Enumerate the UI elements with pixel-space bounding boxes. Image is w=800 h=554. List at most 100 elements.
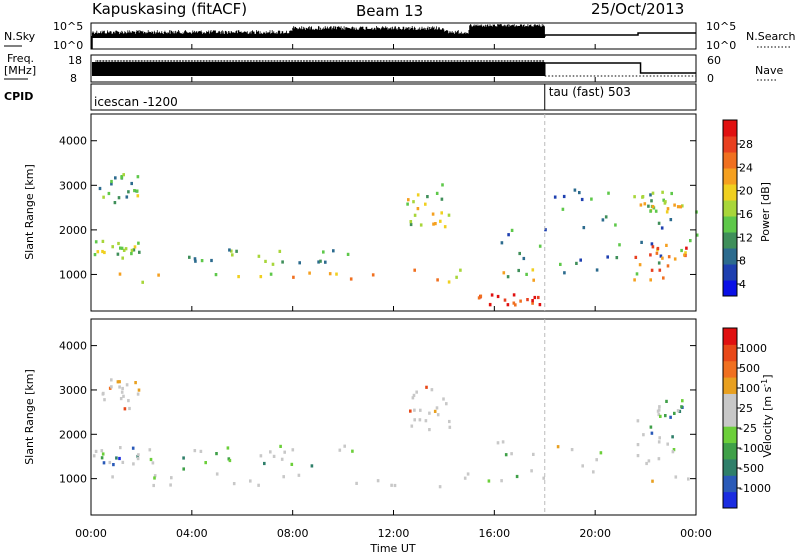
heatmap-cell [110,378,113,382]
x-tick-label: 12:00 [378,527,410,540]
heatmap-cell [310,464,314,468]
colorbar-tick-label: -500 [739,462,764,475]
heatmap-cell [657,440,661,444]
colorbar-tick-label: 28 [739,138,753,151]
colorbar-swatch [723,377,737,394]
heatmap-cell [544,228,547,232]
heatmap-cell [500,479,503,483]
heatmap-cell [114,176,117,180]
heatmap-cell [138,250,141,254]
colorbar-swatch [723,409,737,427]
noise-right-tick-top: 10^5 [706,20,736,33]
heatmap-cell [393,483,397,488]
heatmap-cell [115,456,118,460]
heatmap-cell [281,260,284,264]
heatmap-cell [661,190,664,194]
heatmap-cell [500,241,504,245]
heatmap-cell [214,273,218,277]
heatmap-cell [259,275,263,279]
heatmap-cell [658,268,662,272]
heatmap-cell [639,203,643,207]
heatmap-cell [649,425,653,429]
colorbar-tick-label: 500 [739,362,760,375]
heatmap-cell [530,469,533,473]
colorbar-swatch [723,248,737,265]
heatmap-cell [667,255,671,259]
power-y-axis-label: Slant Range [km] [23,164,36,260]
heatmap-cell [651,479,654,483]
heatmap-cell [649,278,652,282]
heatmap-cell [108,460,112,465]
heatmap-cell [136,454,139,459]
heatmap-cell [291,448,295,452]
heatmap-cell [264,259,267,263]
heatmap-cell [332,249,335,253]
heatmap-cell [428,411,431,415]
heatmap-cell [415,390,418,394]
heatmap-cell [413,213,417,217]
heatmap-cell [228,458,232,463]
heatmap-cell [614,223,617,227]
heatmap-cell [100,449,104,453]
y-tick-label: 1000 [59,473,87,486]
heatmap-cell [435,406,439,410]
heatmap-cell [466,472,470,476]
freq-left-tick-bottom: 8 [70,72,77,85]
heatmap-cell [445,402,448,406]
heatmap-cell [651,205,655,209]
heatmap-cell [684,251,687,255]
heatmap-cell [94,449,98,453]
heatmap-cell [532,278,535,282]
heatmap-cell [666,442,669,446]
heatmap-cell [111,245,114,249]
heatmap-cell [443,225,447,229]
heatmap-cell [681,204,684,208]
heatmap-cell [658,405,661,409]
heatmap-cell [657,412,661,417]
heatmap-cell [416,207,420,211]
colorbar-swatch [723,264,737,281]
beam-title: Beam 13 [356,2,423,20]
heatmap-cell [650,199,653,203]
heatmap-cell [683,253,686,257]
heatmap-cell [280,457,284,461]
colorbar-tick-label: -1000 [739,482,771,495]
heatmap-cell [328,272,332,276]
heatmap-cell [601,218,605,222]
heatmap-cell [673,257,677,261]
heatmap-cell [103,250,106,255]
heatmap-cell [678,409,682,413]
heatmap-cell [579,258,582,262]
heatmap-cell [650,268,654,272]
heatmap-cell [169,483,172,487]
heatmap-cell [664,200,667,204]
frequency-late [544,62,696,76]
heatmap-cell [685,246,688,250]
x-tick-label: 00:00 [680,527,712,540]
colorbar-swatch [723,442,737,460]
noise-panel: N.Sky 10^5 10^0 10^5 10^0 N.Search [4,20,796,52]
heatmap-cell [269,450,272,454]
heatmap-cell [459,268,462,272]
heatmap-cell [188,255,191,259]
heatmap-cell [506,275,510,279]
colorbar-swatch [723,232,737,249]
power-colorbar: 4 8 12 16 20 24 28 [722,119,753,297]
heatmap-cell [110,385,113,389]
heatmap-cell [117,196,121,200]
heatmap-cell [510,452,513,456]
heatmap-cell [430,388,434,392]
heatmap-cell [131,446,135,450]
heatmap-cell [194,259,197,263]
heatmap-cell [650,242,654,246]
heatmap-cell [512,301,516,305]
heatmap-cell [506,303,510,307]
heatmap-cell [125,383,129,387]
heatmap-cell [231,253,234,257]
heatmap-cell [149,457,153,462]
heatmap-cell [515,474,519,479]
heatmap-cell [448,425,452,429]
heatmap-cell [522,256,526,261]
colorbar-swatch [723,475,737,493]
heatmap-cell [120,390,124,394]
